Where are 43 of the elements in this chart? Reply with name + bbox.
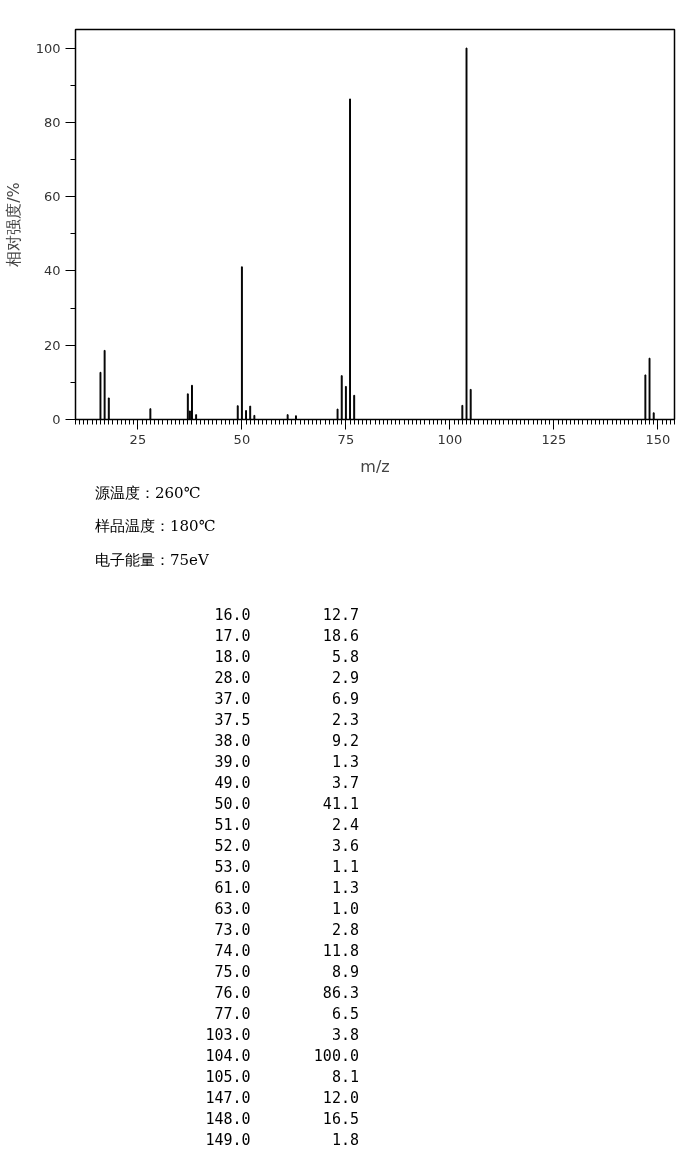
text: 电子能量：75eV <box>95 549 210 571</box>
text: 76.0 86.3 <box>213 983 359 1005</box>
text: 52.0 3.6 <box>213 836 359 858</box>
y-axis-title: 相对强度/% <box>3 182 23 267</box>
x-tick-label: 25 <box>129 431 147 447</box>
x-axis-title: m/z <box>360 456 390 476</box>
y-tick-label: 40 <box>43 263 61 279</box>
text: 37.5 2.3 <box>213 710 359 732</box>
text: 147.0 12.0 <box>204 1088 359 1110</box>
text: 51.0 2.4 <box>213 815 359 837</box>
text: 63.0 1.0 <box>213 899 359 921</box>
text: 28.0 2.9 <box>213 668 359 690</box>
text: 17.0 18.6 <box>213 626 359 648</box>
y-tick-label: 80 <box>43 114 61 130</box>
text: 38.0 9.2 <box>213 731 359 753</box>
x-tick-label: 50 <box>233 431 251 447</box>
text: 49.0 3.7 <box>213 773 359 795</box>
x-tick-label: 125 <box>541 431 567 447</box>
y-tick-label: 20 <box>43 337 61 353</box>
text: 105.0 8.1 <box>204 1067 359 1089</box>
text: 104.0 100.0 <box>204 1046 359 1068</box>
text: 149.0 1.8 <box>204 1130 359 1152</box>
y-tick-label: 60 <box>43 189 61 205</box>
text: 样品温度：180℃ <box>95 516 217 538</box>
text: 37.0 6.9 <box>213 689 359 711</box>
text: 18.0 5.8 <box>213 647 359 669</box>
text: 16.0 12.7 <box>213 605 359 627</box>
y-tick-label: 100 <box>35 40 61 56</box>
text: 77.0 6.5 <box>213 1004 359 1026</box>
text: 103.0 3.8 <box>204 1025 359 1047</box>
x-tick-label: 150 <box>645 431 671 447</box>
text: 75.0 8.9 <box>213 962 359 984</box>
x-tick-label: 75 <box>337 431 355 447</box>
y-tick-label: 0 <box>52 412 61 427</box>
text: 73.0 2.8 <box>213 920 359 942</box>
text: 50.0 41.1 <box>213 794 359 816</box>
x-tick-label: 100 <box>437 431 463 447</box>
text: 53.0 1.1 <box>213 857 359 879</box>
text: 74.0 11.8 <box>213 941 359 963</box>
text: 39.0 1.3 <box>213 752 359 774</box>
text: 源温度：260℃ <box>95 483 202 504</box>
text: 148.0 16.5 <box>204 1109 359 1131</box>
text: 61.0 1.3 <box>213 878 359 900</box>
